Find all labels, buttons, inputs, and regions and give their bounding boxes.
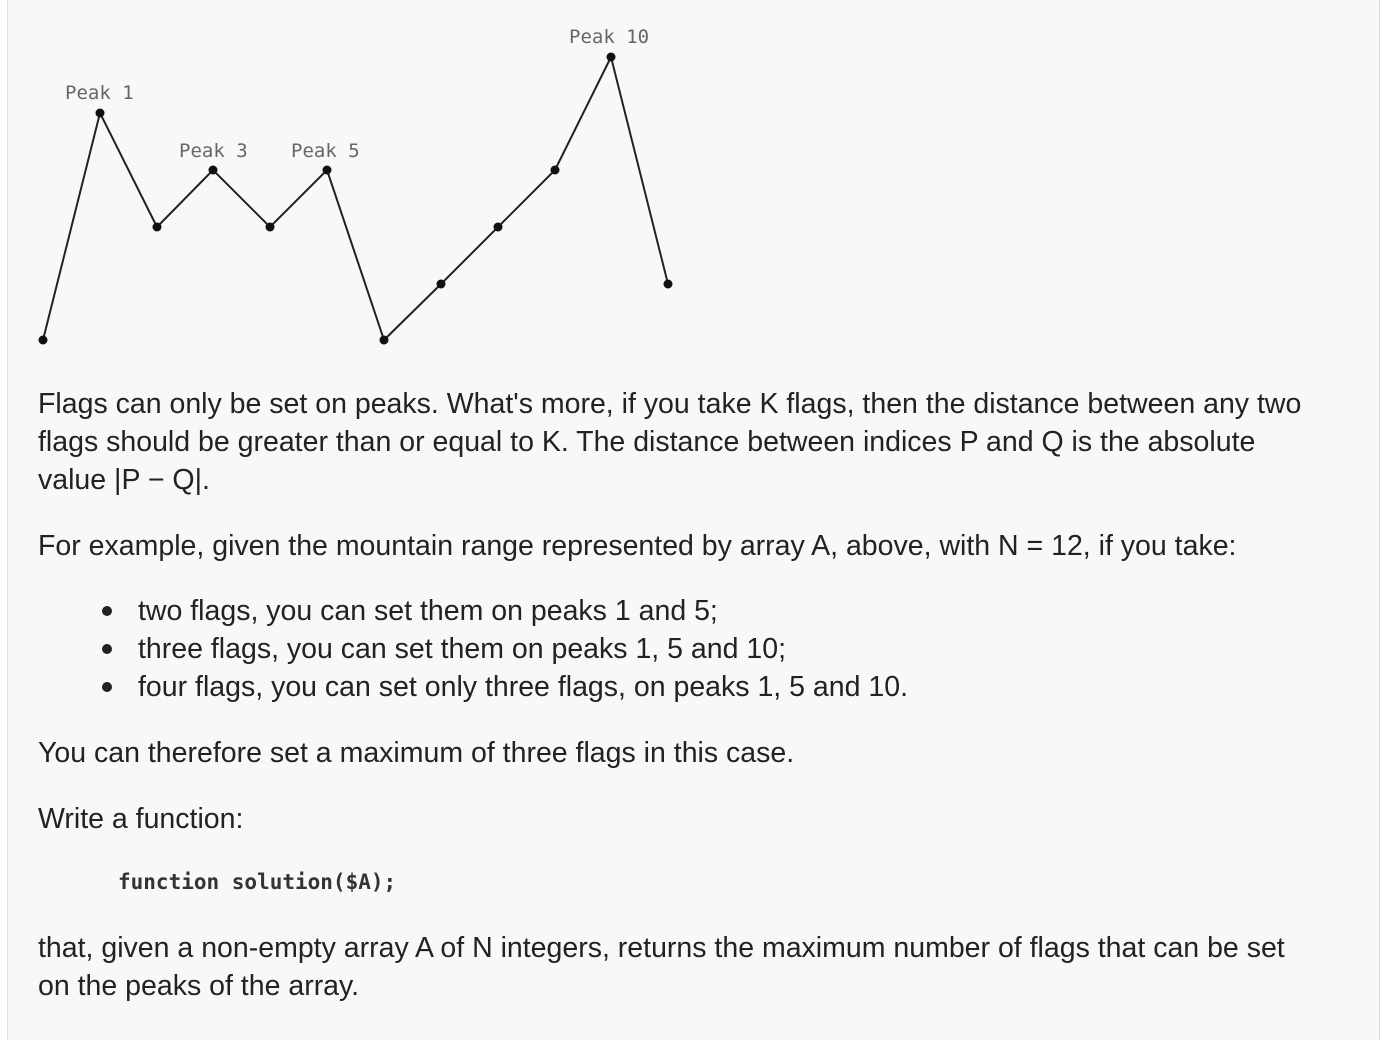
mountain-line bbox=[42, 54, 669, 342]
point-0 bbox=[38, 335, 48, 345]
point-2 bbox=[152, 222, 162, 232]
point-3 bbox=[208, 165, 218, 175]
return-description-paragraph: that, given a non-empty array A of N int… bbox=[38, 929, 1358, 1005]
write-function-paragraph: Write a function: bbox=[38, 803, 244, 835]
return-description-line-1: that, given a non-empty array A of N int… bbox=[38, 932, 1285, 964]
flags-rule-line-1: Flags can only be set on peaks. What's m… bbox=[38, 388, 1302, 420]
point-5 bbox=[322, 165, 332, 175]
point-11 bbox=[663, 279, 673, 289]
list-item: two flags, you can set them on peaks 1 a… bbox=[100, 592, 908, 630]
point-9 bbox=[550, 165, 560, 175]
return-description-line-2: on the peaks of the array. bbox=[38, 970, 360, 1002]
peak-3-label: Peak 3 bbox=[179, 140, 248, 162]
mountain-points bbox=[38, 52, 673, 345]
flags-rule-line-3: value |P − Q|. bbox=[38, 464, 210, 496]
point-7 bbox=[436, 279, 446, 289]
point-1 bbox=[95, 108, 105, 118]
point-8 bbox=[493, 222, 503, 232]
example-intro-paragraph: For example, given the mountain range re… bbox=[38, 530, 1237, 562]
list-item: four flags, you can set only three flags… bbox=[100, 668, 908, 706]
conclusion-paragraph: You can therefore set a maximum of three… bbox=[38, 737, 795, 769]
list-item: three flags, you can set them on peaks 1… bbox=[100, 630, 908, 668]
peak-10-label: Peak 10 bbox=[569, 26, 649, 48]
flags-rule-paragraph: Flags can only be set on peaks. What's m… bbox=[38, 385, 1358, 499]
function-signature-code: function solution($A); bbox=[118, 870, 397, 894]
peak-1-label: Peak 1 bbox=[65, 82, 134, 104]
point-10 bbox=[606, 52, 616, 62]
problem-statement-panel bbox=[7, 0, 1380, 1040]
mountain-range-svg: Peak 1 Peak 3 Peak 5 Peak 10 bbox=[38, 26, 673, 345]
mountain-range-figure: Peak 1 Peak 3 Peak 5 Peak 10 bbox=[0, 0, 720, 370]
point-6 bbox=[379, 335, 389, 345]
peak-5-label: Peak 5 bbox=[291, 140, 360, 162]
point-4 bbox=[265, 222, 275, 232]
flags-rule-line-2: flags should be greater than or equal to… bbox=[38, 426, 1256, 458]
example-list: two flags, you can set them on peaks 1 a… bbox=[100, 592, 908, 706]
